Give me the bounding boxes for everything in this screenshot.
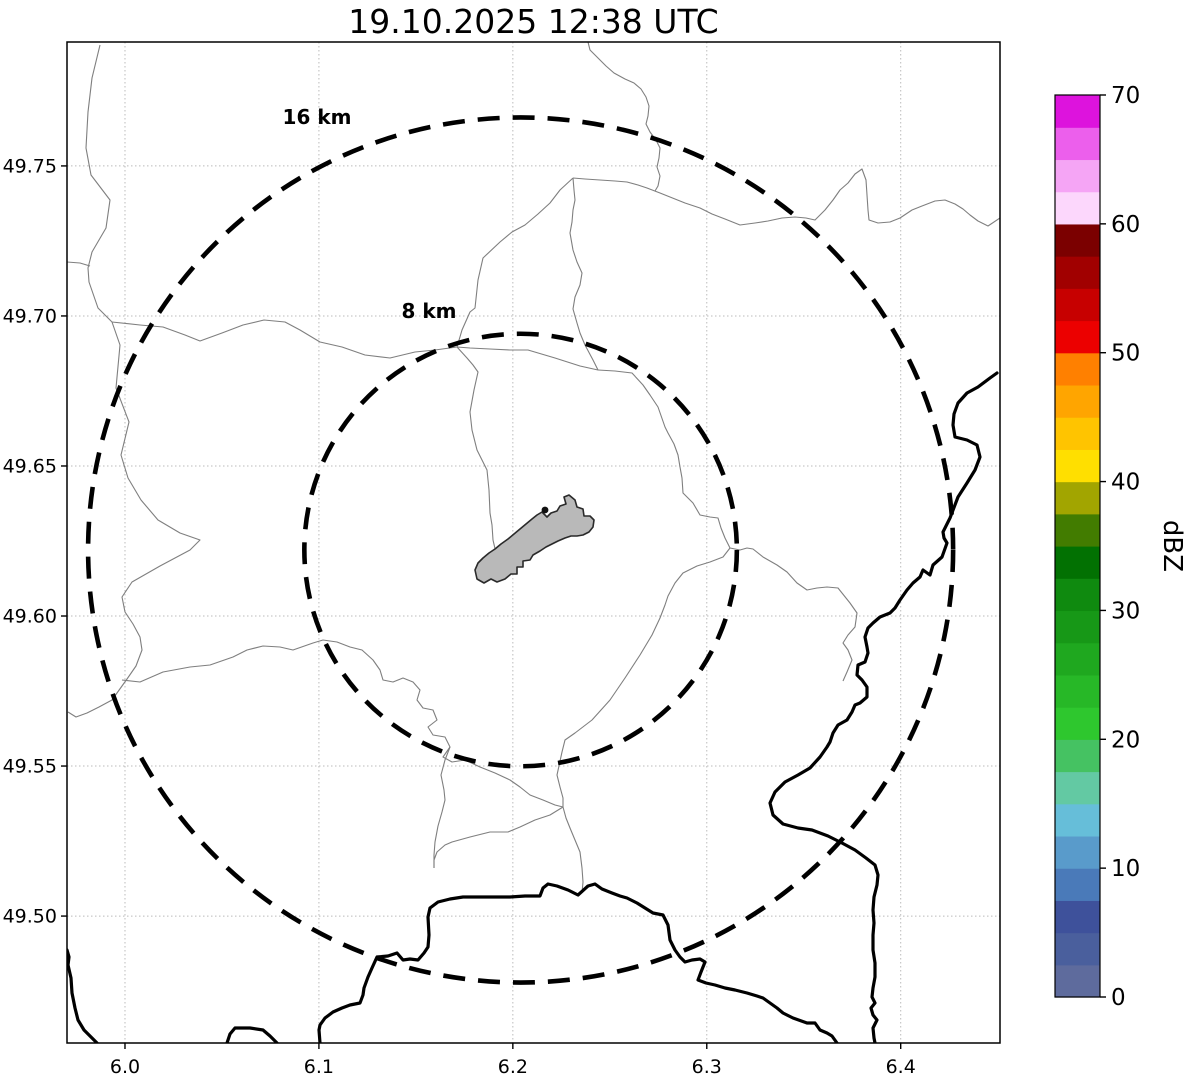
colorbar-band (1055, 932, 1100, 966)
colorbar-tick-label: 0 (1111, 985, 1126, 1011)
country-border-line (768, 371, 999, 1043)
airport-polygon (474, 494, 595, 584)
municipal-border-line (121, 639, 564, 808)
colorbar-tick-label: 40 (1111, 470, 1140, 496)
figure-title: 19.10.2025 12:38 UTC (348, 2, 719, 41)
colorbar-band (1055, 610, 1100, 644)
municipal-border-line (556, 547, 731, 807)
municipal-border-line (597, 369, 731, 549)
colorbar-tick-label: 30 (1111, 598, 1140, 624)
municipal-border-line (569, 177, 599, 371)
y-tick-label: 49.60 (3, 606, 57, 628)
municipal-border-line (456, 177, 574, 348)
y-axis-tick-labels: 49.50 49.55 49.60 49.65 49.70 49.75 (3, 155, 57, 927)
municipal-border-line (67, 44, 201, 718)
colorbar-band (1055, 159, 1100, 193)
x-axis-tick-labels: 6.0 6.1 6.2 6.3 6.4 (110, 1056, 916, 1078)
colorbar-band (1055, 642, 1100, 676)
colorbar-band (1055, 449, 1100, 483)
y-tick-label: 49.65 (3, 455, 57, 477)
x-tick-label: 6.4 (886, 1056, 916, 1078)
municipal-border-line (111, 319, 458, 359)
municipal-border-line (67, 261, 91, 267)
municipal-border-line (433, 746, 451, 868)
colorbar-band (1055, 481, 1100, 515)
colorbar-band (1055, 964, 1100, 998)
colorbar-band (1055, 320, 1100, 354)
range-ring-8km (302, 331, 740, 769)
x-tick-label: 6.3 (692, 1056, 722, 1078)
colorbar-band (1055, 384, 1100, 418)
x-tick-label: 6.1 (304, 1056, 334, 1078)
colorbar-band (1055, 256, 1100, 289)
colorbar-band (1055, 578, 1100, 612)
colorbar-band (1055, 352, 1100, 386)
colorbar-frame (1054, 94, 1101, 998)
ring-label-8km: 8 km (401, 299, 456, 323)
colorbar-band (1055, 835, 1100, 869)
colorbar-band (1055, 95, 1100, 128)
municipal-border-line (562, 806, 584, 894)
y-tick-label: 49.55 (3, 756, 57, 778)
colorbar-band (1055, 127, 1100, 161)
colorbar-title: dBZ (1157, 520, 1187, 572)
axis-tick-marks (61, 165, 902, 1049)
colorbar-band (1055, 707, 1100, 740)
municipal-border-line (729, 547, 858, 682)
municipal-border-line (572, 168, 1000, 227)
colorbar-tick-label: 10 (1111, 856, 1140, 882)
airport-area-layer (474, 494, 595, 584)
colorbar: 0 10 20 30 40 50 60 70 (1054, 83, 1140, 1011)
x-tick-label: 6.2 (498, 1056, 528, 1078)
colorbar-band (1055, 417, 1100, 450)
x-tick-label: 6.0 (110, 1056, 140, 1078)
municipal-border-line (587, 42, 661, 192)
colorbar-band (1055, 223, 1100, 257)
y-tick-label: 49.50 (3, 906, 57, 928)
municipal-border-lines (67, 42, 1000, 894)
plot-frame (66, 41, 1001, 1044)
colorbar-band (1055, 868, 1100, 901)
country-border-line (67, 948, 99, 1043)
colorbar-tick-label: 70 (1111, 83, 1140, 109)
colorbar-band (1055, 513, 1100, 547)
colorbar-band (1055, 771, 1100, 805)
country-border-lines (67, 371, 999, 1043)
municipal-border-line (456, 346, 497, 554)
colorbar-band (1055, 803, 1100, 837)
country-border-line (225, 1026, 279, 1043)
colorbar-band (1055, 191, 1100, 225)
range-ring-16km (85, 115, 956, 985)
ring-label-16km: 16 km (283, 105, 352, 129)
municipal-border-line (456, 346, 599, 371)
municipal-border-line (433, 806, 564, 868)
y-tick-label: 49.70 (3, 305, 57, 327)
colorbar-band (1055, 546, 1100, 579)
colorbar-band (1055, 288, 1100, 322)
colorbar-tick-label: 60 (1111, 212, 1140, 238)
colorbar-band (1055, 674, 1100, 708)
radar-site-marker (541, 506, 549, 514)
colorbar-tick-label: 50 (1111, 341, 1140, 367)
colorbar-tick-label: 20 (1111, 727, 1140, 753)
y-tick-label: 49.75 (3, 155, 57, 177)
colorbar-band (1055, 739, 1100, 773)
radar-range-rings (85, 115, 956, 985)
colorbar-band (1055, 900, 1100, 934)
